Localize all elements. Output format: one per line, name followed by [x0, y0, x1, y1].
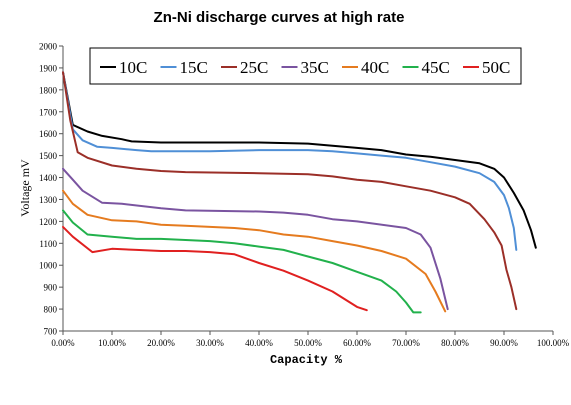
series-line-40c	[62, 189, 447, 313]
y-tick-label: 900	[44, 283, 58, 293]
legend-label-15c: 15C	[180, 58, 208, 77]
y-tick-label: 1900	[39, 63, 58, 73]
y-tick-label: 1000	[39, 261, 58, 271]
x-tick-label: 0.00%	[51, 338, 75, 348]
legend-label-10c: 10C	[119, 58, 147, 77]
x-tick-label: 60.00%	[343, 338, 371, 348]
y-tick-label: 1700	[39, 107, 58, 117]
x-tick-label: 50.00%	[294, 338, 322, 348]
x-tick-label: 80.00%	[441, 338, 469, 348]
y-axis-label: Voltage mV	[18, 159, 32, 217]
x-tick-label: 30.00%	[196, 338, 224, 348]
x-axis-ticks: 0.00% 10.00% 20.00% 30.00% 40.00% 50.00% 60.00…	[51, 331, 570, 348]
y-tick-label: 1100	[39, 239, 57, 249]
y-tick-label: 2000	[39, 42, 58, 52]
legend-label-25c: 25C	[240, 58, 268, 77]
x-tick-label: 40.00%	[245, 338, 273, 348]
y-tick-label: 1400	[39, 173, 58, 183]
series-line-35c	[62, 167, 449, 311]
legend: 10C 15C 25C 35C 40C 45C 50C	[89, 47, 522, 85]
y-tick-label: 1500	[39, 151, 58, 161]
y-tick-label: 1800	[39, 85, 58, 95]
y-tick-label: 1300	[39, 195, 58, 205]
x-tick-label: 10.00%	[98, 338, 126, 348]
series-line-45c	[62, 209, 422, 314]
legend-label-50c: 50C	[482, 58, 510, 77]
y-axis-ticks: 700 800 900 1000 1100 1200 1300 1400 1500 1600 170…	[39, 42, 63, 337]
y-tick-label: 1600	[39, 129, 58, 139]
series-line-15c	[62, 71, 518, 251]
x-tick-label: 90.00%	[490, 338, 518, 348]
x-axis-label: Capacity %	[270, 353, 343, 367]
series-line-10c	[62, 71, 537, 249]
series-line-25c	[62, 71, 518, 311]
y-tick-label: 700	[44, 327, 58, 337]
axes	[62, 46, 553, 332]
x-tick-label: 70.00%	[392, 338, 420, 348]
series-line-50c	[62, 225, 368, 312]
legend-label-35c: 35C	[301, 58, 329, 77]
y-tick-label: 800	[44, 305, 58, 315]
y-tick-label: 1200	[39, 217, 58, 227]
chart-title: Zn-Ni discharge curves at high rate	[154, 9, 405, 26]
x-tick-label: 100.00%	[537, 338, 570, 348]
legend-label-45c: 45C	[422, 58, 450, 77]
series-lines	[62, 71, 537, 314]
x-tick-label: 20.00%	[147, 338, 175, 348]
legend-label-40c: 40C	[361, 58, 389, 77]
